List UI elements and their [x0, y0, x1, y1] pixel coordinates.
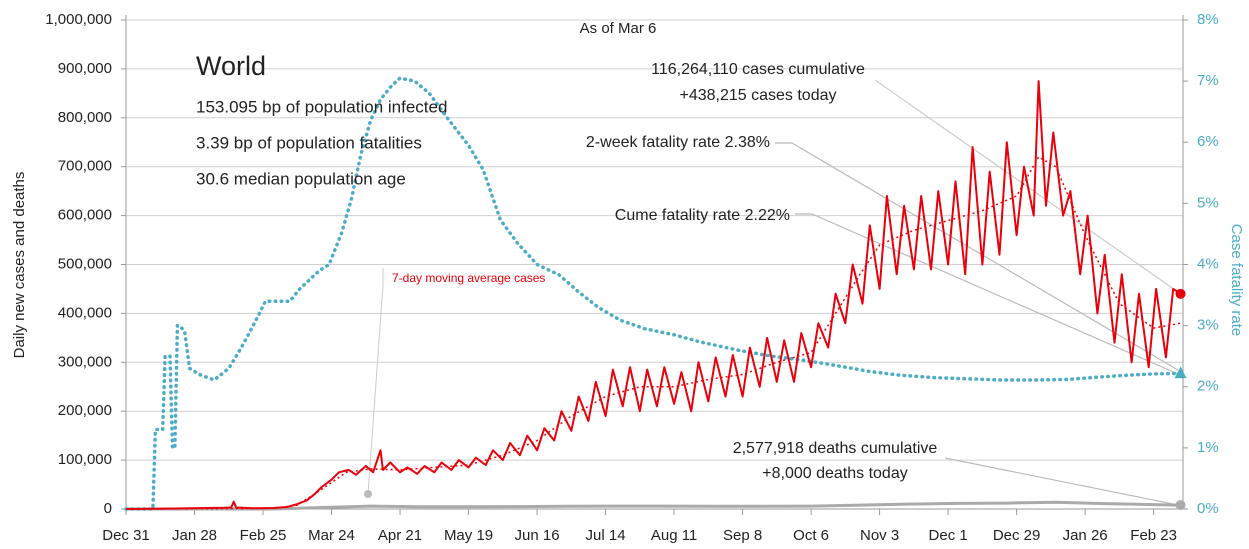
y-axis-label: Daily new cases and deaths	[11, 172, 28, 359]
annotation: 30.6 median population age	[196, 169, 406, 188]
y2-tick-label: 6%	[1197, 133, 1219, 150]
y-tick-label: 800,000	[58, 109, 112, 126]
annotation: 153.095 bp of population infected	[196, 97, 447, 116]
series-line	[124, 76, 1183, 511]
y2-tick-label: 7%	[1197, 72, 1219, 89]
annotation: World	[196, 51, 266, 81]
annotation: +8,000 deaths today	[762, 465, 907, 482]
annotation: 116,264,110 cases cumulative	[651, 61, 865, 78]
y2-tick-label: 1%	[1197, 439, 1219, 456]
y-tick-label: 300,000	[58, 353, 112, 370]
x-tick-label: May 19	[444, 527, 493, 544]
end-marker	[1174, 366, 1187, 379]
y2-tick-label: 5%	[1197, 194, 1219, 211]
x-tick-label: Feb 25	[240, 527, 287, 544]
x-tick-label: Sep 8	[723, 527, 762, 544]
y-tick-label: 200,000	[58, 402, 112, 419]
y2-tick-label: 0%	[1197, 500, 1219, 517]
end-marker	[1175, 500, 1186, 511]
end-marker	[1175, 288, 1186, 299]
x-tick-label: Nov 3	[860, 527, 899, 544]
x-tick-label: Jan 26	[1063, 527, 1108, 544]
leader-line	[944, 457, 1179, 506]
x-tick-label: Dec 29	[993, 527, 1041, 544]
series-line	[126, 500, 1181, 511]
leader-dot	[364, 490, 372, 498]
y-tick-label: 1,000,000	[45, 11, 112, 28]
y2-tick-label: 4%	[1197, 255, 1219, 272]
y2-tick-label: 8%	[1197, 11, 1219, 28]
y2-tick-label: 3%	[1197, 317, 1219, 334]
x-tick-label: Feb 23	[1130, 527, 1177, 544]
y2-axis-label: Case fatality rate	[1228, 224, 1245, 337]
y-tick-label: 700,000	[58, 158, 112, 175]
y2-tick-label: 2%	[1197, 378, 1219, 395]
x-tick-label: Apr 21	[378, 527, 422, 544]
y-tick-label: 0	[104, 500, 112, 517]
leader-line	[775, 142, 1179, 371]
annotation: Cume fatality rate 2.22%	[615, 207, 790, 224]
annotation: +438,215 cases today	[679, 87, 836, 104]
y-tick-label: 600,000	[58, 207, 112, 224]
leader-line	[874, 79, 1179, 293]
annotation: 3.39 bp of population fatalities	[196, 133, 422, 152]
y-tick-label: 500,000	[58, 255, 112, 272]
leader-line	[367, 268, 384, 495]
y-tick-label: 100,000	[58, 451, 112, 468]
series-label: 7-day moving average cases	[392, 271, 545, 285]
annotation: 2-week fatality rate 2.38%	[586, 134, 770, 151]
leader-line	[795, 213, 1179, 375]
series-line	[125, 80, 1182, 510]
y-tick-label: 900,000	[58, 60, 112, 77]
series-line	[125, 156, 1181, 510]
annotation: As of Mar 6	[580, 20, 657, 37]
x-tick-label: Dec 1	[929, 527, 968, 544]
annotation: 2,577,918 deaths cumulative	[733, 440, 938, 457]
y-tick-label: 400,000	[58, 304, 112, 321]
x-tick-label: Jul 14	[586, 527, 626, 544]
x-tick-label: Aug 11	[651, 527, 697, 544]
x-tick-label: Mar 24	[308, 527, 355, 544]
x-tick-label: Jan 28	[172, 527, 217, 544]
x-tick-label: Oct 6	[793, 527, 829, 544]
x-tick-label: Dec 31	[102, 527, 150, 544]
x-tick-label: Jun 16	[515, 527, 560, 544]
